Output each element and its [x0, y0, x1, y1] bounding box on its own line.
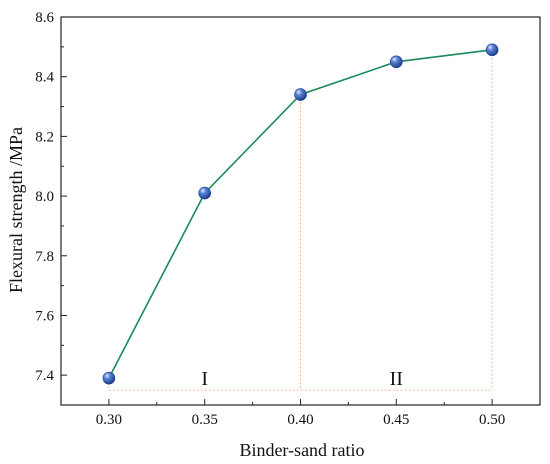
x-tick-label-2: 0.40 — [287, 412, 313, 428]
y-tick-label-1: 7.6 — [35, 308, 54, 324]
y-tick-label-0: 7.4 — [35, 368, 54, 384]
x-tick-label-3: 0.45 — [383, 412, 409, 428]
data-point-1 — [198, 186, 211, 200]
data-point-0 — [102, 371, 116, 385]
series-layer — [102, 43, 499, 385]
data-point-2 — [294, 88, 307, 101]
y-tick-label-6: 8.6 — [35, 10, 54, 26]
data-point-4 — [485, 43, 499, 57]
x-axis-title: Binder-sand ratio — [239, 440, 364, 460]
y-tick-label-3: 8.0 — [35, 189, 54, 205]
y-tick-label-4: 8.2 — [35, 129, 54, 145]
x-tick-label-4: 0.50 — [479, 412, 505, 428]
y-axis-title: Flexural strength /MPa — [6, 127, 26, 293]
guide-lines — [108, 49, 493, 391]
region-labels: I II — [201, 368, 403, 390]
axes: 0.30 0.35 0.40 0.45 0.50 7.4 7.6 7.8 8.0 8.2 8.4 8.… — [35, 10, 541, 428]
region-label-1: II — [390, 368, 403, 390]
data-point-3 — [389, 55, 403, 69]
x-tick-label-0: 0.30 — [96, 412, 122, 428]
y-tick-label-5: 8.4 — [35, 70, 54, 86]
x-tick-label-1: 0.35 — [192, 412, 218, 428]
region-label-0: I — [201, 368, 208, 390]
y-tick-label-2: 7.8 — [35, 249, 54, 265]
